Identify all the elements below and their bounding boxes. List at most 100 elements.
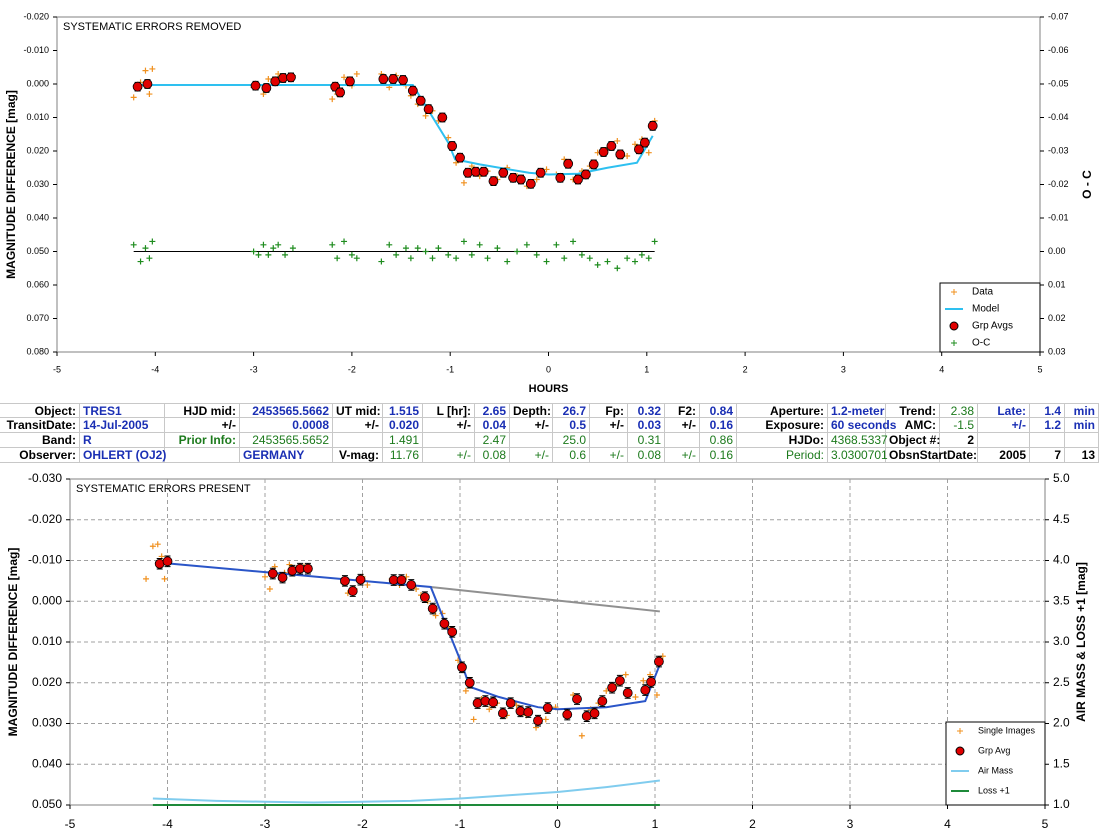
x-tick-label: -4 — [151, 364, 159, 374]
data-point — [355, 574, 366, 585]
data-point — [265, 75, 272, 82]
data-point — [407, 85, 418, 96]
y-tick-label: -0.020 — [28, 512, 62, 526]
data-point — [378, 74, 389, 84]
data-point — [488, 176, 499, 187]
y2-tick-label: -0.01 — [1048, 212, 1069, 222]
y-tick-label: 0.080 — [26, 346, 49, 356]
data-point — [347, 586, 358, 596]
data-point — [486, 706, 493, 713]
data-point — [598, 147, 609, 157]
data-point — [286, 561, 293, 568]
y2-tick-label: 0.01 — [1048, 279, 1066, 289]
data-point — [277, 572, 288, 583]
data-point — [634, 144, 644, 155]
data-point — [282, 251, 289, 258]
legend-label: O-C — [972, 338, 990, 349]
y2-tick-label: -0.07 — [1048, 11, 1069, 21]
data-point — [553, 241, 560, 248]
data-point — [335, 87, 346, 98]
data-point — [468, 163, 475, 170]
legend-label: Model — [972, 304, 999, 315]
x-tick-label: -1 — [455, 817, 466, 831]
data-point — [340, 575, 350, 586]
annotation: SYSTEMATIC ERRORS PRESENT — [76, 483, 251, 495]
y-axis-label: MAGNITUDE DIFFERENCE [mag] — [4, 90, 18, 279]
y2-tick-label: 3.5 — [1053, 593, 1070, 607]
data-point — [439, 618, 450, 629]
data-point — [143, 575, 150, 582]
data-point — [543, 258, 550, 265]
x-tick-label: -3 — [260, 817, 271, 831]
data-point — [406, 580, 417, 590]
data-point — [261, 83, 272, 93]
data-point — [262, 573, 268, 580]
data-point — [149, 238, 156, 245]
data-point — [289, 245, 296, 252]
x-tick-label: -2 — [357, 817, 368, 831]
data-point — [415, 95, 426, 106]
data-point — [580, 169, 591, 180]
data-point — [435, 245, 442, 252]
data-point — [639, 137, 650, 148]
y-tick-label: 0.020 — [26, 145, 49, 155]
data-point — [578, 732, 585, 739]
data-point — [149, 543, 156, 550]
data-point — [645, 149, 652, 156]
data-point — [302, 563, 313, 574]
data-point — [645, 255, 652, 262]
data-point — [654, 656, 664, 667]
data-point — [594, 261, 601, 268]
y-axis-label: MAGNITUDE DIFFERENCE [mag] — [6, 548, 20, 737]
series-line — [430, 585, 660, 613]
data-point — [460, 238, 467, 245]
x-tick-label: -5 — [65, 817, 76, 831]
y-tick-label: 0.050 — [32, 797, 62, 811]
series-line — [140, 84, 654, 176]
data-point — [161, 575, 168, 582]
data-point — [341, 238, 348, 245]
data-point — [260, 241, 267, 248]
data-point — [640, 685, 651, 695]
y-tick-label: 0.020 — [32, 675, 62, 689]
data-point — [589, 708, 600, 719]
data-point — [447, 141, 458, 151]
y2-axis-label: AIR MASS & LOSS +1 [mag] — [1074, 562, 1088, 722]
data-point — [624, 153, 631, 160]
data-point — [606, 141, 617, 151]
data-point — [533, 176, 540, 183]
data-point — [250, 248, 257, 255]
data-point — [525, 178, 536, 189]
x-tick-label: 1 — [644, 364, 649, 374]
y2-tick-label: 2.5 — [1053, 675, 1070, 689]
data-point — [484, 255, 491, 262]
data-point — [137, 258, 144, 265]
data-point — [345, 76, 355, 87]
y-tick-label: -0.010 — [23, 45, 49, 55]
data-point — [646, 677, 656, 687]
data-point — [154, 541, 161, 548]
data-point — [624, 255, 631, 262]
y2-tick-label: 4.5 — [1053, 512, 1070, 526]
y-tick-label: 0.070 — [26, 313, 49, 323]
data-point — [423, 104, 434, 115]
data-point — [604, 258, 611, 265]
data-point — [535, 167, 546, 178]
data-point — [162, 556, 173, 567]
data-point — [464, 677, 475, 688]
data-point — [640, 677, 647, 684]
legend-swatch — [957, 728, 963, 734]
data-point — [255, 251, 262, 258]
data-point — [462, 687, 469, 694]
data-point — [398, 75, 408, 85]
legend-label: Grp Avgs — [972, 321, 1013, 332]
data-point — [353, 255, 360, 262]
y2-tick-label: 1.0 — [1053, 797, 1070, 811]
data-point — [622, 671, 629, 678]
legend-box — [939, 282, 1041, 353]
plot-area — [56, 16, 1041, 353]
data-point — [514, 248, 521, 255]
legend-label: Air Mass — [978, 765, 1014, 775]
y-tick-label: 0.050 — [26, 246, 49, 256]
